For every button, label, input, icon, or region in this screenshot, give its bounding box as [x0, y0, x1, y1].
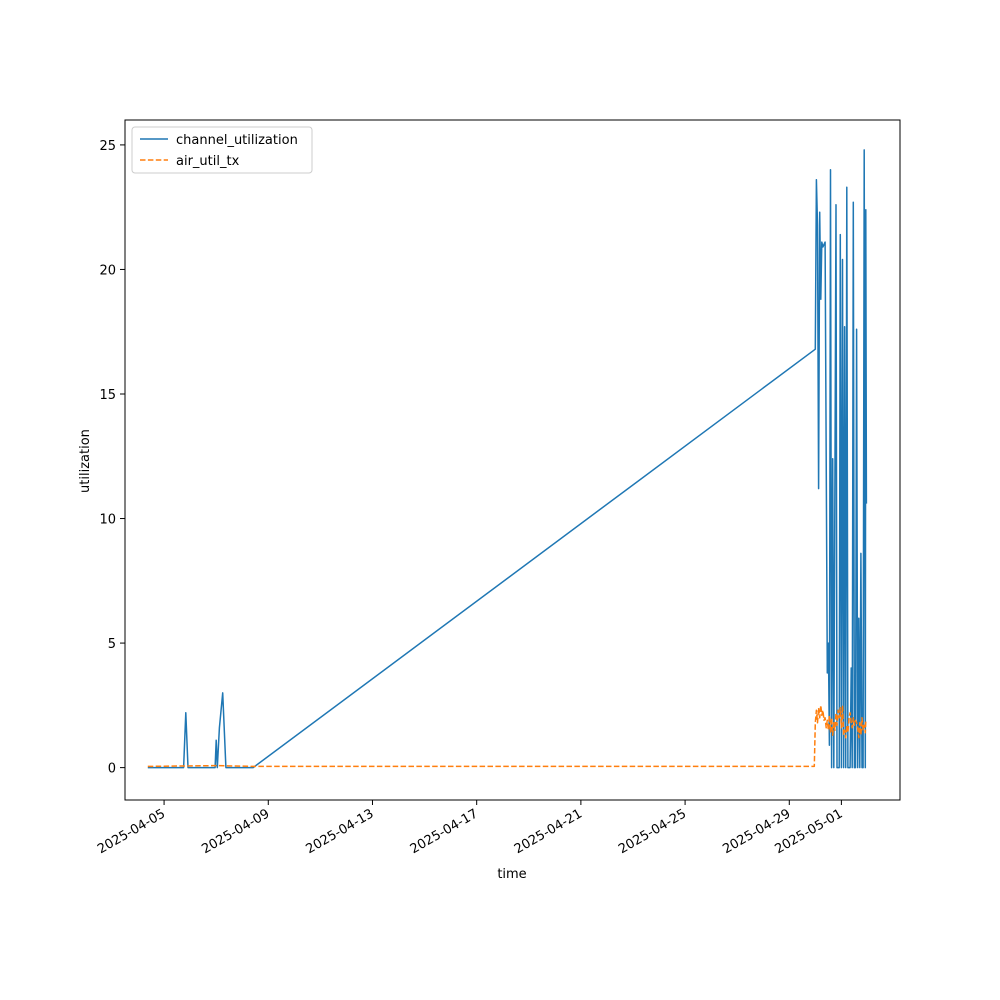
- legend-label-air-util-tx: air_util_tx: [176, 154, 240, 169]
- series-line-channel-utilization: [147, 149, 868, 769]
- y-tick-label: 20: [99, 263, 116, 278]
- y-tick-label: 0: [108, 762, 116, 777]
- y-tick-label: 5: [108, 637, 116, 652]
- legend: channel_utilization air_util_tx: [131, 126, 313, 174]
- y-tick-label: 10: [99, 513, 116, 528]
- legend-label-channel-utilization: channel_utilization: [176, 133, 298, 148]
- series-line-air-util-tx: [147, 704, 867, 768]
- legend-box: [131, 126, 313, 174]
- series-layer: [147, 149, 868, 769]
- x-axis-title: time: [497, 867, 526, 882]
- y-axis: 0 5 10 15 20 25: [99, 139, 125, 777]
- y-axis-title: utilization: [78, 429, 93, 493]
- y-tick-label: 15: [99, 388, 116, 403]
- y-tick-label: 25: [99, 139, 116, 154]
- plot-frame: [124, 119, 901, 801]
